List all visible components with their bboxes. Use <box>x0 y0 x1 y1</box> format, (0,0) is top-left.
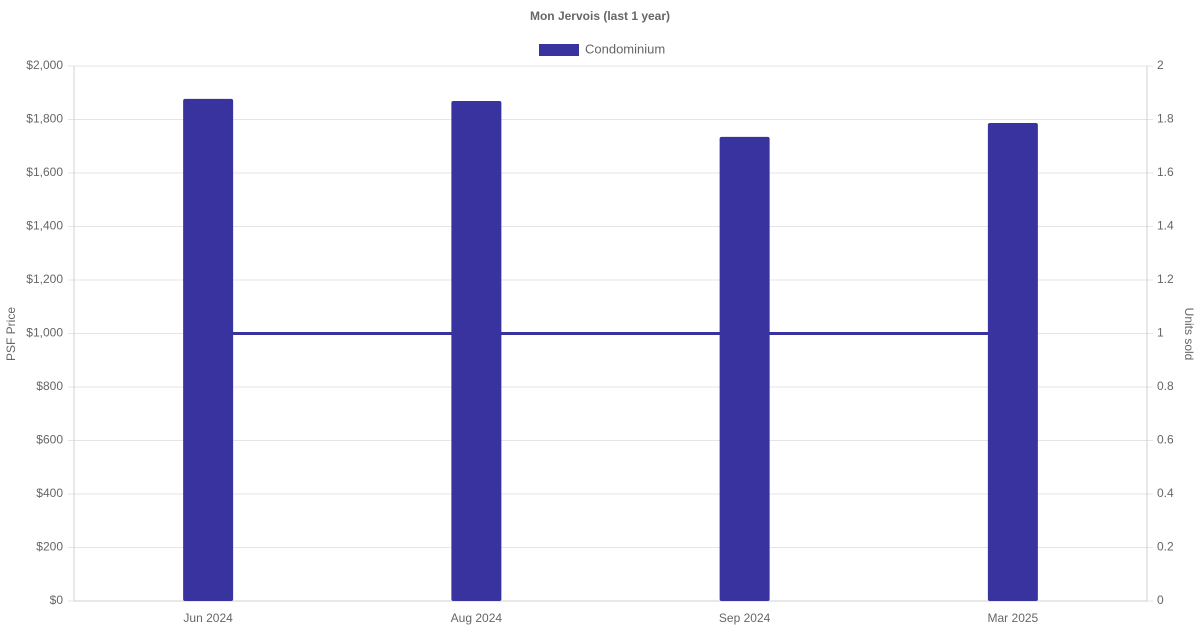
y2-tick-label: 0.8 <box>1157 379 1174 393</box>
bar <box>451 101 502 601</box>
x-tick-label: Aug 2024 <box>451 611 503 625</box>
y-tick-label: $1,800 <box>26 112 63 126</box>
y2-tick-label: 1.2 <box>1157 272 1174 286</box>
legend-swatch <box>539 44 579 56</box>
y-tick-label: $800 <box>36 379 63 393</box>
y-tick-label: $200 <box>36 540 63 554</box>
y-tick-label: $0 <box>50 593 64 607</box>
y-axis-title: PSF Price <box>4 307 18 361</box>
y2-tick-label: 1 <box>1157 326 1164 340</box>
y-tick-label: $2,000 <box>26 58 63 72</box>
legend-label: Condominium <box>585 41 665 56</box>
y-tick-label: $600 <box>36 433 63 447</box>
bar <box>987 122 1038 601</box>
y2-tick-label: 0.6 <box>1157 433 1174 447</box>
x-tick-label: Jun 2024 <box>183 611 233 625</box>
bar <box>183 98 234 601</box>
y-tick-label: $400 <box>36 486 63 500</box>
y-tick-label: $1,000 <box>26 326 63 340</box>
y2-tick-label: 1.6 <box>1157 165 1174 179</box>
y2-tick-label: 2 <box>1157 58 1164 72</box>
y2-tick-label: 0.4 <box>1157 486 1174 500</box>
y2-tick-label: 0 <box>1157 593 1164 607</box>
chart-title: Mon Jervois (last 1 year) <box>530 9 670 23</box>
y-tick-label: $1,600 <box>26 165 63 179</box>
y2-tick-label: 1.4 <box>1157 219 1174 233</box>
y-tick-label: $1,200 <box>26 272 63 286</box>
y-tick-label: $1,400 <box>26 219 63 233</box>
x-tick-label: Sep 2024 <box>719 611 771 625</box>
y2-tick-label: 0.2 <box>1157 540 1174 554</box>
bar <box>719 136 770 601</box>
y2-axis-title: Units sold <box>1182 308 1196 361</box>
y2-tick-label: 1.8 <box>1157 112 1174 126</box>
x-tick-label: Mar 2025 <box>988 611 1039 625</box>
